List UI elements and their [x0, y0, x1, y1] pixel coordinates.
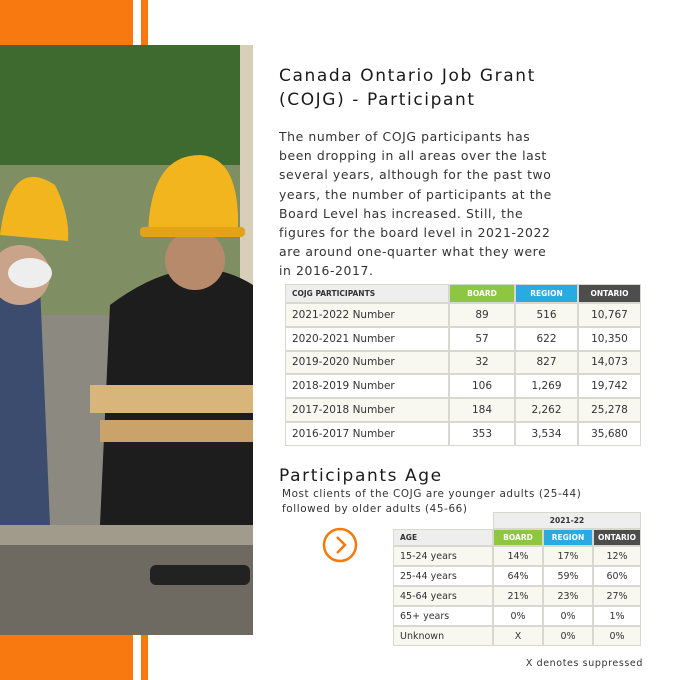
paragraph-line: several years, although for the past two	[279, 167, 552, 183]
table-cell: 89	[449, 303, 515, 327]
column-header: ONTARIO	[578, 284, 641, 303]
section-title: Participants Age	[279, 466, 443, 486]
paragraph-line: The number of COJG participants has	[279, 129, 531, 144]
table-cell: 2016-2017 Number	[285, 422, 449, 446]
column-header: COJG PARTICIPANTS	[285, 284, 449, 303]
column-header: ONTARIO	[593, 529, 641, 546]
paragraph-line: Board Level has increased. Still, the	[279, 205, 524, 221]
table-cell: 2018-2019 Number	[285, 374, 449, 399]
arrow-button[interactable]	[322, 527, 358, 563]
paragraph-line: in 2016-2017.	[279, 263, 374, 279]
table-cell: 1,269	[515, 374, 578, 399]
table-cell: 622	[515, 326, 578, 351]
table-cell: 27%	[593, 586, 641, 606]
orange-block	[0, 0, 133, 45]
paragraph-line: are around one-quarter what they were	[279, 244, 547, 260]
table-cell: 0%	[493, 606, 543, 626]
column-header: REGION	[543, 529, 593, 546]
table-cell: 106	[449, 374, 515, 399]
footnote: X denotes suppressed	[525, 658, 643, 669]
table-cell: 57	[449, 326, 515, 351]
subtitle: followed by older adults (45-66)	[282, 503, 468, 515]
column-header: AGE	[393, 529, 493, 546]
table-cell: 0%	[543, 626, 593, 646]
table-cell: 2021-2022 Number	[285, 303, 449, 327]
column-header: BOARD	[449, 284, 515, 303]
table-cell: X	[493, 626, 543, 646]
table-cell: 14%	[493, 546, 543, 566]
title: (COJG) - Participant	[279, 90, 476, 110]
table-cell: 12%	[593, 546, 641, 566]
subtitle: Most clients of the COJG are younger adu…	[282, 488, 582, 500]
table-cell: Unknown	[393, 626, 493, 646]
table-cell: 60%	[593, 566, 641, 586]
table-cell: 2019-2020 Number	[285, 350, 449, 375]
table-cell: 23%	[543, 586, 593, 606]
orange-block	[0, 635, 133, 680]
table-cell: 25-44 years	[393, 566, 493, 586]
column-header: REGION	[515, 284, 578, 303]
table-cell: 32	[449, 350, 515, 375]
table-cell: 17%	[543, 546, 593, 566]
table-cell: 1%	[593, 606, 641, 626]
column-header: BOARD	[493, 529, 543, 546]
paragraph-line: been dropping in all areas over the last	[279, 148, 547, 164]
table-cell: 516	[515, 303, 578, 327]
photo	[0, 45, 253, 635]
table-cell: 10,350	[578, 326, 641, 351]
table-cell: 2,262	[515, 398, 578, 422]
table-cell: 353	[449, 422, 515, 446]
table-cell: 19,742	[578, 374, 641, 399]
title: Canada Ontario Job Grant	[279, 66, 536, 86]
table-cell: 45-64 years	[393, 586, 493, 606]
table-cell: 25,278	[578, 398, 641, 422]
table-cell: 3,534	[515, 422, 578, 446]
orange-stripe	[141, 635, 148, 680]
table-cell: 65+ years	[393, 606, 493, 626]
table-cell: 184	[449, 398, 515, 422]
table-cell: 2020-2021 Number	[285, 326, 449, 351]
paragraph-line: years, the number of participants at the	[279, 186, 552, 202]
table-cell: 2017-2018 Number	[285, 398, 449, 422]
table-cell: 21%	[493, 586, 543, 606]
table-cell: 827	[515, 350, 578, 375]
table-cell: 35,680	[578, 422, 641, 446]
table-cell: 64%	[493, 566, 543, 586]
table-cell: 0%	[593, 626, 641, 646]
group-header: 2021-22	[493, 512, 641, 529]
table-cell: 14,073	[578, 350, 641, 375]
table-cell: 15-24 years	[393, 546, 493, 566]
table-cell: 0%	[543, 606, 593, 626]
table-cell: 10,767	[578, 303, 641, 327]
paragraph-line: figures for the board level in 2021-2022	[279, 225, 551, 240]
table-cell: 59%	[543, 566, 593, 586]
orange-stripe	[141, 0, 148, 45]
